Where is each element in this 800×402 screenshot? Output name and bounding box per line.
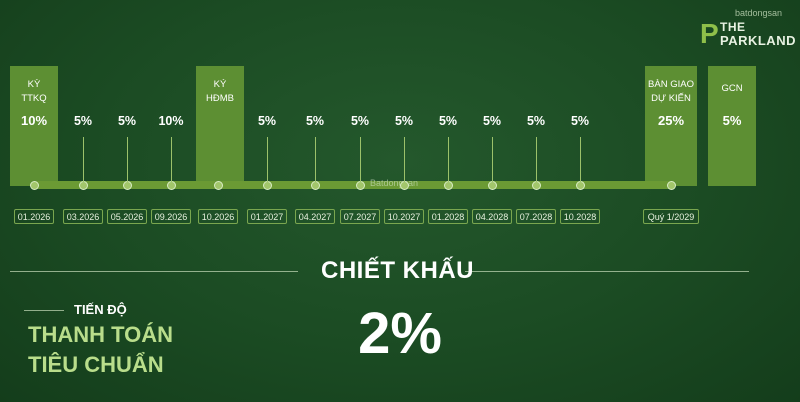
schedule-title-line1: THANH TOÁN (28, 322, 174, 347)
timeline-dot-11 (531, 181, 541, 190)
timeline-dot-8 (399, 181, 409, 190)
timeline-dot-13 (666, 181, 676, 190)
logo-line2: PARKLAND (720, 33, 796, 48)
timeline-dot-7 (355, 181, 365, 190)
milestone-pct-3: 10% (158, 114, 184, 128)
panel-gcn: GCN 5% (708, 66, 756, 186)
brand-logo: P THE PARKLAND (700, 18, 795, 50)
milestone-date-2: 05.2026 (107, 209, 147, 224)
milestone-date-1: 03.2026 (63, 209, 103, 224)
panel-handover-pct: 25% (657, 113, 685, 128)
center-watermark: Batdongsan (370, 178, 419, 188)
panel-ttkq-pct: 10% (20, 113, 48, 128)
schedule-label: TIẾN ĐỘ (74, 302, 127, 317)
discount-title: CHIẾT KHẤU (321, 257, 474, 284)
panel-ttkq-label1: KỲ (27, 79, 41, 90)
milestone-pct-6: 5% (305, 114, 325, 128)
milestone-date-9: 01.2028 (428, 209, 468, 224)
timeline-dot-5 (262, 181, 272, 190)
timeline-dot-0 (29, 181, 39, 190)
panel-gcn-pct: 5% (722, 113, 742, 128)
milestone-date-12: 10.2028 (560, 209, 600, 224)
milestone-date-13: Quý 1/2029 (643, 209, 699, 224)
timeline-stem-5 (267, 137, 268, 182)
milestone-date-11: 07.2028 (516, 209, 556, 224)
milestone-date-7: 07.2027 (340, 209, 380, 224)
timeline-track (34, 181, 674, 189)
milestone-pct-10: 5% (482, 114, 502, 128)
timeline-stem-3 (171, 137, 172, 182)
panel-hdmb-label2: HĐMB (206, 93, 234, 104)
panel-ttkq-label2: TTKQ (21, 93, 47, 104)
watermark-text: batdongsan (735, 8, 783, 18)
milestone-pct-7: 5% (350, 114, 370, 128)
milestone-date-3: 09.2026 (151, 209, 191, 224)
timeline-stem-8 (404, 137, 405, 182)
schedule-title-line2: TIÊU CHUẨN (28, 352, 164, 377)
timeline-dot-12 (575, 181, 585, 190)
panel-hdmb-label1: KÝ (213, 79, 227, 90)
timeline-dot-3 (166, 181, 176, 190)
milestone-pct-11: 5% (526, 114, 546, 128)
timeline-stem-7 (360, 137, 361, 182)
milestone-pct-2: 5% (117, 114, 137, 128)
timeline-stem-10 (492, 137, 493, 182)
timeline-dot-10 (487, 181, 497, 190)
milestone-date-4: 10.2026 (198, 209, 238, 224)
timeline-dot-4 (213, 181, 223, 190)
timeline-dot-1 (78, 181, 88, 190)
timeline-stem-2 (127, 137, 128, 182)
panel-ttkq: KỲ TTKQ 10% (10, 66, 58, 186)
logo-line1: THE (720, 20, 746, 34)
timeline-stem-12 (580, 137, 581, 182)
panel-handover-label1: BÀN GIAO (648, 79, 694, 90)
rule-right (465, 271, 749, 272)
rule-left (10, 271, 298, 272)
milestone-pct-5: 5% (257, 114, 277, 128)
timeline-stem-1 (83, 137, 84, 182)
milestone-pct-1: 5% (73, 114, 93, 128)
panel-gcn-label: GCN (721, 83, 743, 94)
timeline-dot-9 (443, 181, 453, 190)
timeline-stem-6 (315, 137, 316, 182)
milestone-pct-9: 5% (438, 114, 458, 128)
panel-handover: BÀN GIAO DỰ KIẾN 25% (645, 66, 697, 186)
timeline-stem-11 (536, 137, 537, 182)
logo-p-icon: P (700, 18, 719, 49)
timeline-dot-2 (122, 181, 132, 190)
milestone-date-8: 10.2027 (384, 209, 424, 224)
timeline-stem-9 (448, 137, 449, 182)
milestone-date-5: 01.2027 (247, 209, 287, 224)
milestone-date-6: 04.2027 (295, 209, 335, 224)
timeline-dot-6 (310, 181, 320, 190)
schedule-rule (24, 310, 64, 311)
milestone-date-10: 04.2028 (472, 209, 512, 224)
panel-hdmb: KÝ HĐMB (196, 66, 244, 186)
milestone-pct-12: 5% (570, 114, 590, 128)
milestone-date-0: 01.2026 (14, 209, 54, 224)
panel-handover-label2: DỰ KIẾN (651, 93, 691, 104)
milestone-pct-8: 5% (394, 114, 414, 128)
discount-value: 2% (358, 301, 442, 366)
